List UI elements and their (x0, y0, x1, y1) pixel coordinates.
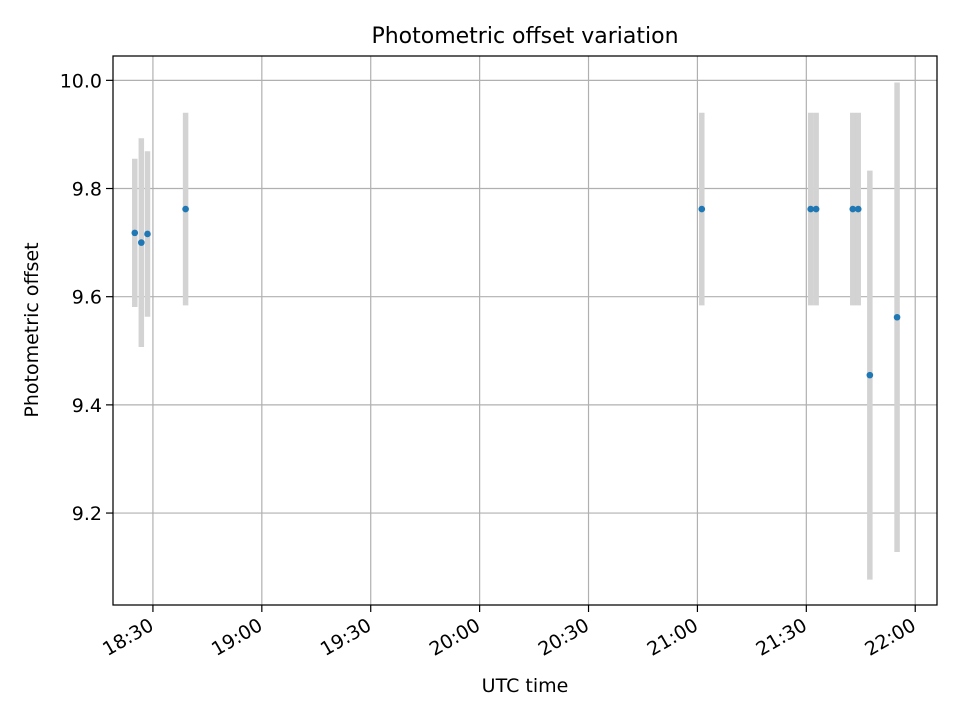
plot-frame (112, 55, 938, 606)
data-markers (131, 205, 901, 379)
y-tick-label: 9.8 (72, 179, 102, 201)
x-axis-label: UTC time (482, 675, 569, 697)
grid-lines (113, 56, 937, 605)
data-point (698, 205, 706, 213)
data-point (144, 230, 151, 238)
data-point (182, 205, 189, 213)
data-point (131, 229, 139, 237)
y-axis-ticks: 9.2 9.4 9.6 9.8 10.0 (60, 70, 113, 525)
chart-title: Photometric offset variation (371, 24, 678, 49)
data-point (866, 371, 874, 379)
y-tick-label: 9.2 (72, 503, 102, 525)
data-point (807, 205, 814, 213)
y-tick-label: 9.6 (72, 287, 102, 309)
y-axis-label: Photometric offset (21, 242, 43, 417)
data-point (854, 205, 862, 213)
data-point (812, 205, 820, 213)
data-point (849, 205, 857, 213)
y-tick-label: 10.0 (60, 70, 102, 92)
data-point (138, 239, 145, 246)
data-point (893, 313, 901, 321)
y-tick-label: 9.4 (72, 395, 102, 417)
